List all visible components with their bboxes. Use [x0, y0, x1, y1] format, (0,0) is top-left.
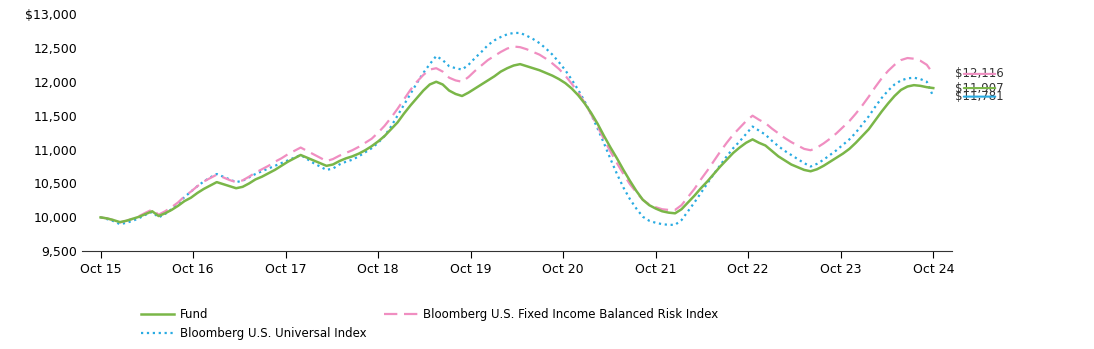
Legend: Fund, Bloomberg U.S. Universal Index, Bloomberg U.S. Fixed Income Balanced Risk : Fund, Bloomberg U.S. Universal Index, Bl…: [137, 304, 723, 345]
Text: $11,781: $11,781: [955, 90, 1004, 103]
Text: $12,116: $12,116: [955, 67, 1004, 80]
Text: $11,907: $11,907: [955, 82, 1004, 95]
